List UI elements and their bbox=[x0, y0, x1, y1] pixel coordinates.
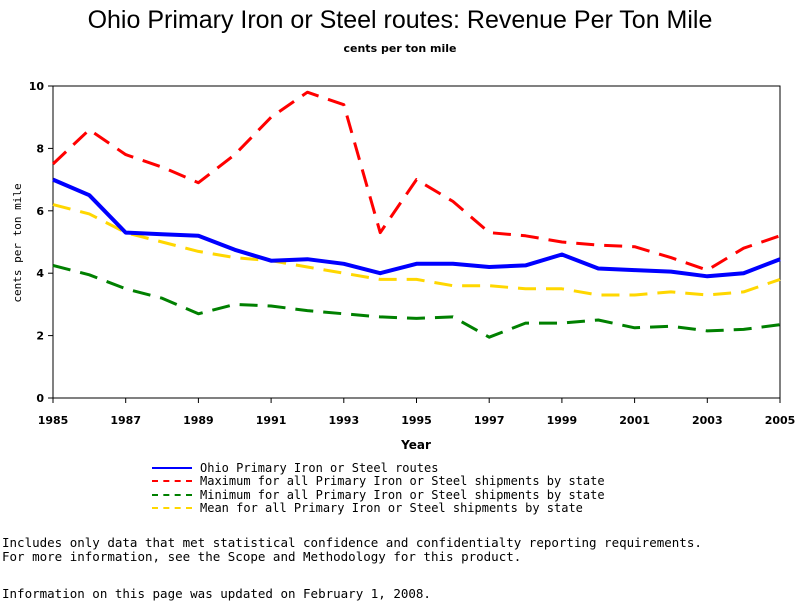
y-tick-label: 2 bbox=[36, 330, 44, 343]
chart-series bbox=[51, 90, 781, 339]
chart-title: Ohio Primary Iron or Steel routes: Reven… bbox=[87, 6, 713, 34]
footnote-methodology: For more information, see the Scope and … bbox=[2, 549, 522, 564]
y-tick-label: 8 bbox=[36, 142, 44, 155]
series-line-maximum bbox=[51, 90, 781, 272]
x-tick-label: 1989 bbox=[183, 414, 214, 427]
chart-subtitle: cents per ton mile bbox=[343, 42, 457, 55]
x-tick-label: 2001 bbox=[619, 414, 650, 427]
legend-label-mean: Mean for all Primary Iron or Steel shipm… bbox=[200, 500, 583, 515]
legend-label-maximum: Maximum for all Primary Iron or Steel sh… bbox=[200, 474, 605, 489]
y-tick-label: 0 bbox=[36, 392, 44, 405]
series-line-mean bbox=[52, 203, 781, 297]
x-tick-label: 1995 bbox=[401, 414, 432, 427]
series-line-ohio bbox=[52, 177, 781, 279]
x-tick-label: 1987 bbox=[110, 414, 141, 427]
footnote-confidence: Includes only data that met statistical … bbox=[2, 535, 702, 550]
legend-swatch-maximum bbox=[152, 480, 192, 483]
y-axis-label: cents per ton mile bbox=[11, 183, 24, 302]
y-tick-label: 6 bbox=[36, 205, 44, 218]
chart-axes: 0 2 4 6 8 10 1985 1987 1989 1991 1993 1995 1997 1999 2… bbox=[29, 80, 796, 427]
legend-swatch-mean bbox=[152, 506, 192, 509]
y-tick-label: 4 bbox=[36, 267, 44, 280]
legend-label-ohio: Ohio Primary Iron or Steel routes bbox=[200, 461, 439, 475]
x-tick-label: 2003 bbox=[692, 414, 723, 427]
x-tick-label: 1985 bbox=[38, 414, 69, 427]
y-tick-label: 10 bbox=[29, 80, 45, 93]
legend-label-minimum: Minimum for all Primary Iron or Steel sh… bbox=[200, 487, 605, 502]
x-tick-label: 1993 bbox=[328, 414, 359, 427]
x-tick-label: 1999 bbox=[547, 414, 578, 427]
x-tick-label: 1991 bbox=[256, 414, 287, 427]
series-line-minimum bbox=[52, 263, 781, 339]
footnote-updated: Information on this page was updated on … bbox=[2, 586, 431, 601]
x-axis-label: Year bbox=[400, 438, 431, 452]
x-tick-label: 1997 bbox=[474, 414, 505, 427]
x-tick-label: 2005 bbox=[765, 414, 796, 427]
line-chart: 0 2 4 6 8 10 1985 1987 1989 1991 1993 1995 1997 1999 2… bbox=[11, 80, 796, 452]
legend-swatch-ohio bbox=[152, 467, 192, 469]
legend-swatch-minimum bbox=[152, 493, 192, 496]
